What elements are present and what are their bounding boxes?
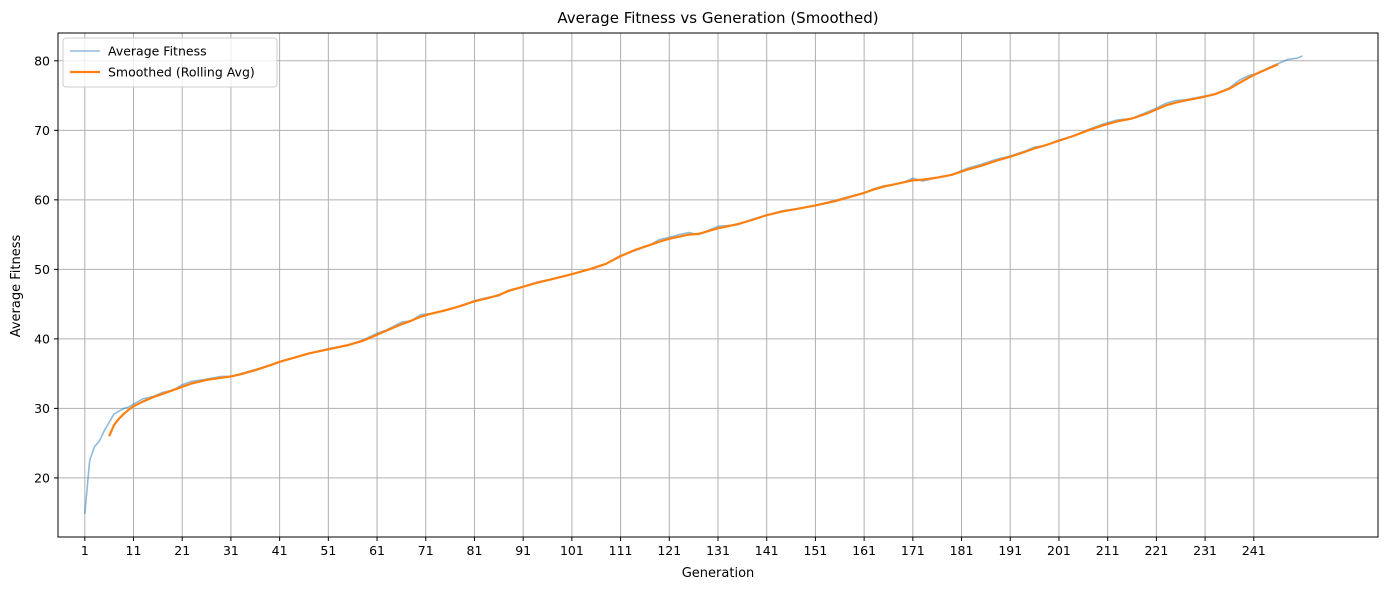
legend-box bbox=[62, 37, 278, 88]
x-tick-label: 1 bbox=[81, 543, 89, 558]
x-tick-label: 61 bbox=[369, 543, 385, 558]
y-axis-ticks: 20 30 40 50 60 70 80 bbox=[34, 53, 58, 485]
series-line-1 bbox=[108, 63, 1279, 437]
x-tick-label: 111 bbox=[609, 543, 633, 558]
x-tick-label: 21 bbox=[174, 543, 190, 558]
x-tick-label: 221 bbox=[1144, 543, 1168, 558]
y-tick-label: 70 bbox=[34, 123, 50, 138]
y-tick-label: 30 bbox=[34, 401, 50, 416]
x-axis-ticks: 1 11 21 31 41 51 61 71 81 91 101 111 121 131 141 151 161… bbox=[81, 537, 1266, 558]
x-tick-label: 91 bbox=[515, 543, 531, 558]
x-tick-label: 201 bbox=[1047, 543, 1071, 558]
x-tick-label: 121 bbox=[657, 543, 681, 558]
y-tick-label: 40 bbox=[34, 331, 50, 346]
x-tick-label: 191 bbox=[998, 543, 1022, 558]
x-tick-label: 171 bbox=[901, 543, 925, 558]
x-tick-label: 131 bbox=[706, 543, 730, 558]
y-tick-label: 20 bbox=[34, 470, 50, 485]
x-tick-label: 151 bbox=[803, 543, 827, 558]
x-tick-label: 31 bbox=[223, 543, 239, 558]
x-tick-label: 241 bbox=[1242, 543, 1266, 558]
x-axis-label: Generation bbox=[682, 566, 755, 581]
legend: Average Fitness Smoothed (Rolling Avg) bbox=[62, 37, 278, 88]
x-tick-label: 11 bbox=[126, 543, 142, 558]
y-axis-label: Average Fitness bbox=[9, 235, 24, 338]
grid bbox=[58, 33, 1378, 537]
plot-lines bbox=[83, 55, 1303, 515]
x-tick-label: 41 bbox=[272, 543, 288, 558]
x-tick-label: 161 bbox=[852, 543, 876, 558]
x-tick-label: 231 bbox=[1193, 543, 1217, 558]
x-tick-label: 81 bbox=[467, 543, 483, 558]
y-tick-label: 50 bbox=[34, 262, 50, 277]
y-tick-label: 80 bbox=[34, 53, 50, 68]
x-tick-label: 141 bbox=[755, 543, 779, 558]
legend-label-smoothed: Smoothed (Rolling Avg) bbox=[108, 65, 255, 80]
x-tick-label: 51 bbox=[320, 543, 336, 558]
y-tick-label: 60 bbox=[34, 192, 50, 207]
x-tick-label: 181 bbox=[950, 543, 974, 558]
chart-title: Average Fitness vs Generation (Smoothed) bbox=[557, 9, 878, 27]
x-tick-label: 211 bbox=[1096, 543, 1120, 558]
legend-label-average-fitness: Average Fitness bbox=[108, 44, 207, 59]
x-tick-label: 71 bbox=[418, 543, 434, 558]
x-tick-label: 101 bbox=[560, 543, 584, 558]
